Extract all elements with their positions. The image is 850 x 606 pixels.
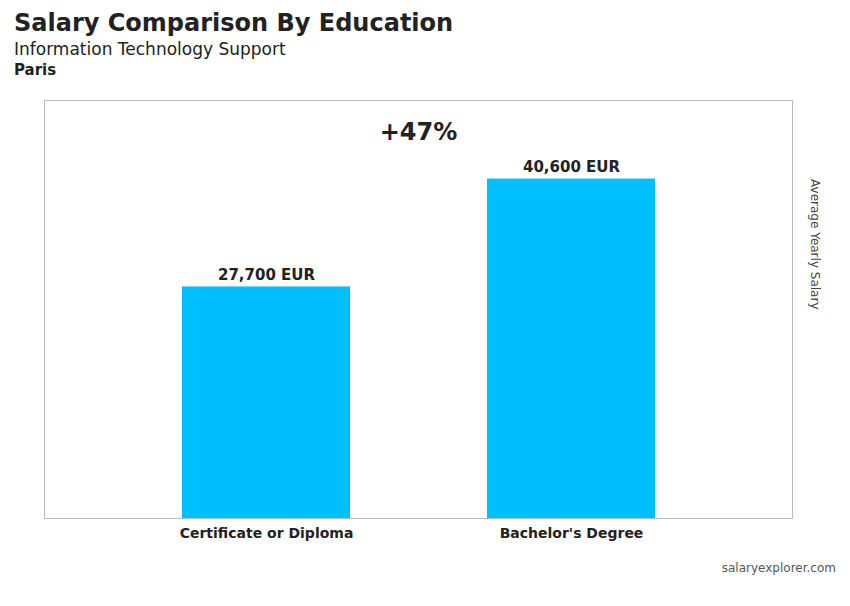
html-text:Paris: Paris bbox=[14, 61, 57, 79]
html-text:salaryexplorer.com: salaryexplorer.com bbox=[721, 561, 836, 575]
html-text:Information Technology Support: Information Technology Support bbox=[14, 39, 286, 59]
svg-text:27,700 EUR: 27,700 EUR bbox=[218, 266, 316, 284]
svg-text:+47%: +47% bbox=[380, 118, 458, 146]
svg-text:Average Yearly Salary: Average Yearly Salary bbox=[808, 179, 822, 309]
html-text:Salary Comparison By Education: Salary Comparison By Education bbox=[14, 9, 454, 37]
svg-text:Certificate or Diploma: Certificate or Diploma bbox=[180, 525, 354, 541]
svg-text:Bachelor's Degree: Bachelor's Degree bbox=[500, 525, 644, 541]
svg-text:40,600 EUR: 40,600 EUR bbox=[523, 158, 621, 176]
